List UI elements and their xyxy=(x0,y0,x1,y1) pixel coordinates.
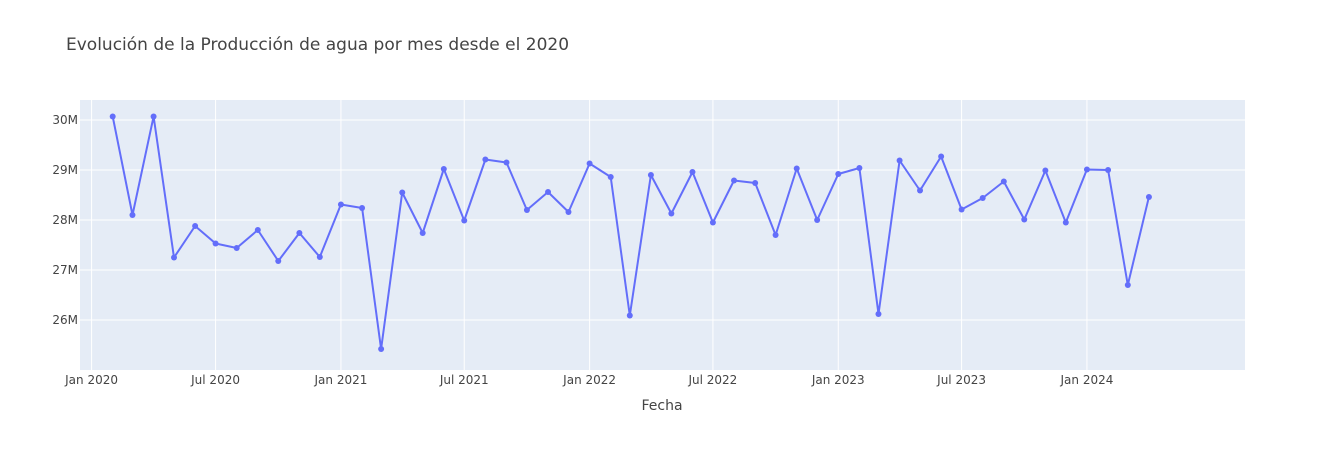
data-point xyxy=(917,187,924,194)
x-tick-label: Jul 2023 xyxy=(936,373,986,387)
data-point xyxy=(709,219,716,226)
y-tick-label: 29M xyxy=(52,163,78,177)
data-point xyxy=(626,312,633,319)
data-point xyxy=(1000,178,1007,185)
data-point xyxy=(1042,167,1049,174)
data-point xyxy=(835,171,842,177)
y-tick-label: 27M xyxy=(52,263,78,277)
data-point xyxy=(1145,194,1152,200)
data-point xyxy=(523,207,530,213)
data-point xyxy=(731,177,738,184)
series-group xyxy=(109,113,1152,352)
data-point xyxy=(254,227,261,233)
data-point xyxy=(545,189,552,195)
data-point xyxy=(129,212,136,218)
y-axis-ticks: 26M 27M 28M 29M 30M xyxy=(52,113,78,327)
data-point xyxy=(752,180,759,186)
data-point xyxy=(607,174,614,180)
data-point xyxy=(192,223,199,229)
data-point xyxy=(109,113,116,120)
data-point xyxy=(875,311,882,317)
data-point xyxy=(503,159,510,166)
x-tick-label: Jan 2023 xyxy=(811,373,865,387)
data-point xyxy=(1062,219,1069,226)
data-point xyxy=(1124,282,1131,288)
x-tick-label: Jan 2024 xyxy=(1060,373,1114,387)
data-point xyxy=(150,113,157,120)
x-tick-label: Jan 2022 xyxy=(562,373,616,387)
data-point xyxy=(1021,216,1028,223)
data-point xyxy=(689,169,696,175)
x-tick-label: Jan 2021 xyxy=(314,373,368,387)
x-tick-label: Jul 2021 xyxy=(439,373,489,387)
gridlines xyxy=(80,100,1245,370)
x-axis-title: Fecha xyxy=(641,398,682,414)
data-point xyxy=(565,209,572,215)
data-point xyxy=(378,346,385,352)
data-point xyxy=(938,153,945,160)
data-point xyxy=(296,230,303,236)
data-point xyxy=(233,245,240,251)
y-tick-label: 26M xyxy=(52,313,78,327)
data-point xyxy=(1105,167,1112,173)
data-point xyxy=(440,166,447,172)
data-point xyxy=(461,217,468,224)
data-point xyxy=(399,189,406,196)
x-axis-ticks: Jan 2020 Jul 2020 Jan 2021 Jul 2021 Jan 2022… xyxy=(64,373,1113,387)
data-point xyxy=(793,165,800,172)
data-point xyxy=(171,254,178,261)
chart-title: Evolución de la Producción de agua por m… xyxy=(66,35,569,55)
data-point xyxy=(814,217,821,223)
data-point xyxy=(586,160,593,167)
y-tick-label: 30M xyxy=(52,113,78,127)
data-point xyxy=(275,258,282,264)
y-tick-label: 28M xyxy=(52,213,78,227)
data-point xyxy=(482,156,489,163)
data-point xyxy=(647,172,654,178)
data-point xyxy=(359,205,366,211)
data-point xyxy=(1083,166,1090,173)
data-point xyxy=(772,232,779,238)
plot-area xyxy=(80,100,1245,370)
data-point xyxy=(212,240,219,247)
data-point xyxy=(958,206,965,213)
data-point xyxy=(668,210,675,217)
data-point xyxy=(316,254,323,260)
data-point xyxy=(419,230,426,236)
data-point xyxy=(337,201,344,208)
x-tick-label: Jul 2022 xyxy=(687,373,737,387)
data-point xyxy=(856,165,863,171)
x-tick-label: Jan 2020 xyxy=(64,373,118,387)
x-tick-label: Jul 2020 xyxy=(190,373,240,387)
data-point xyxy=(896,157,903,164)
data-point xyxy=(979,195,986,201)
